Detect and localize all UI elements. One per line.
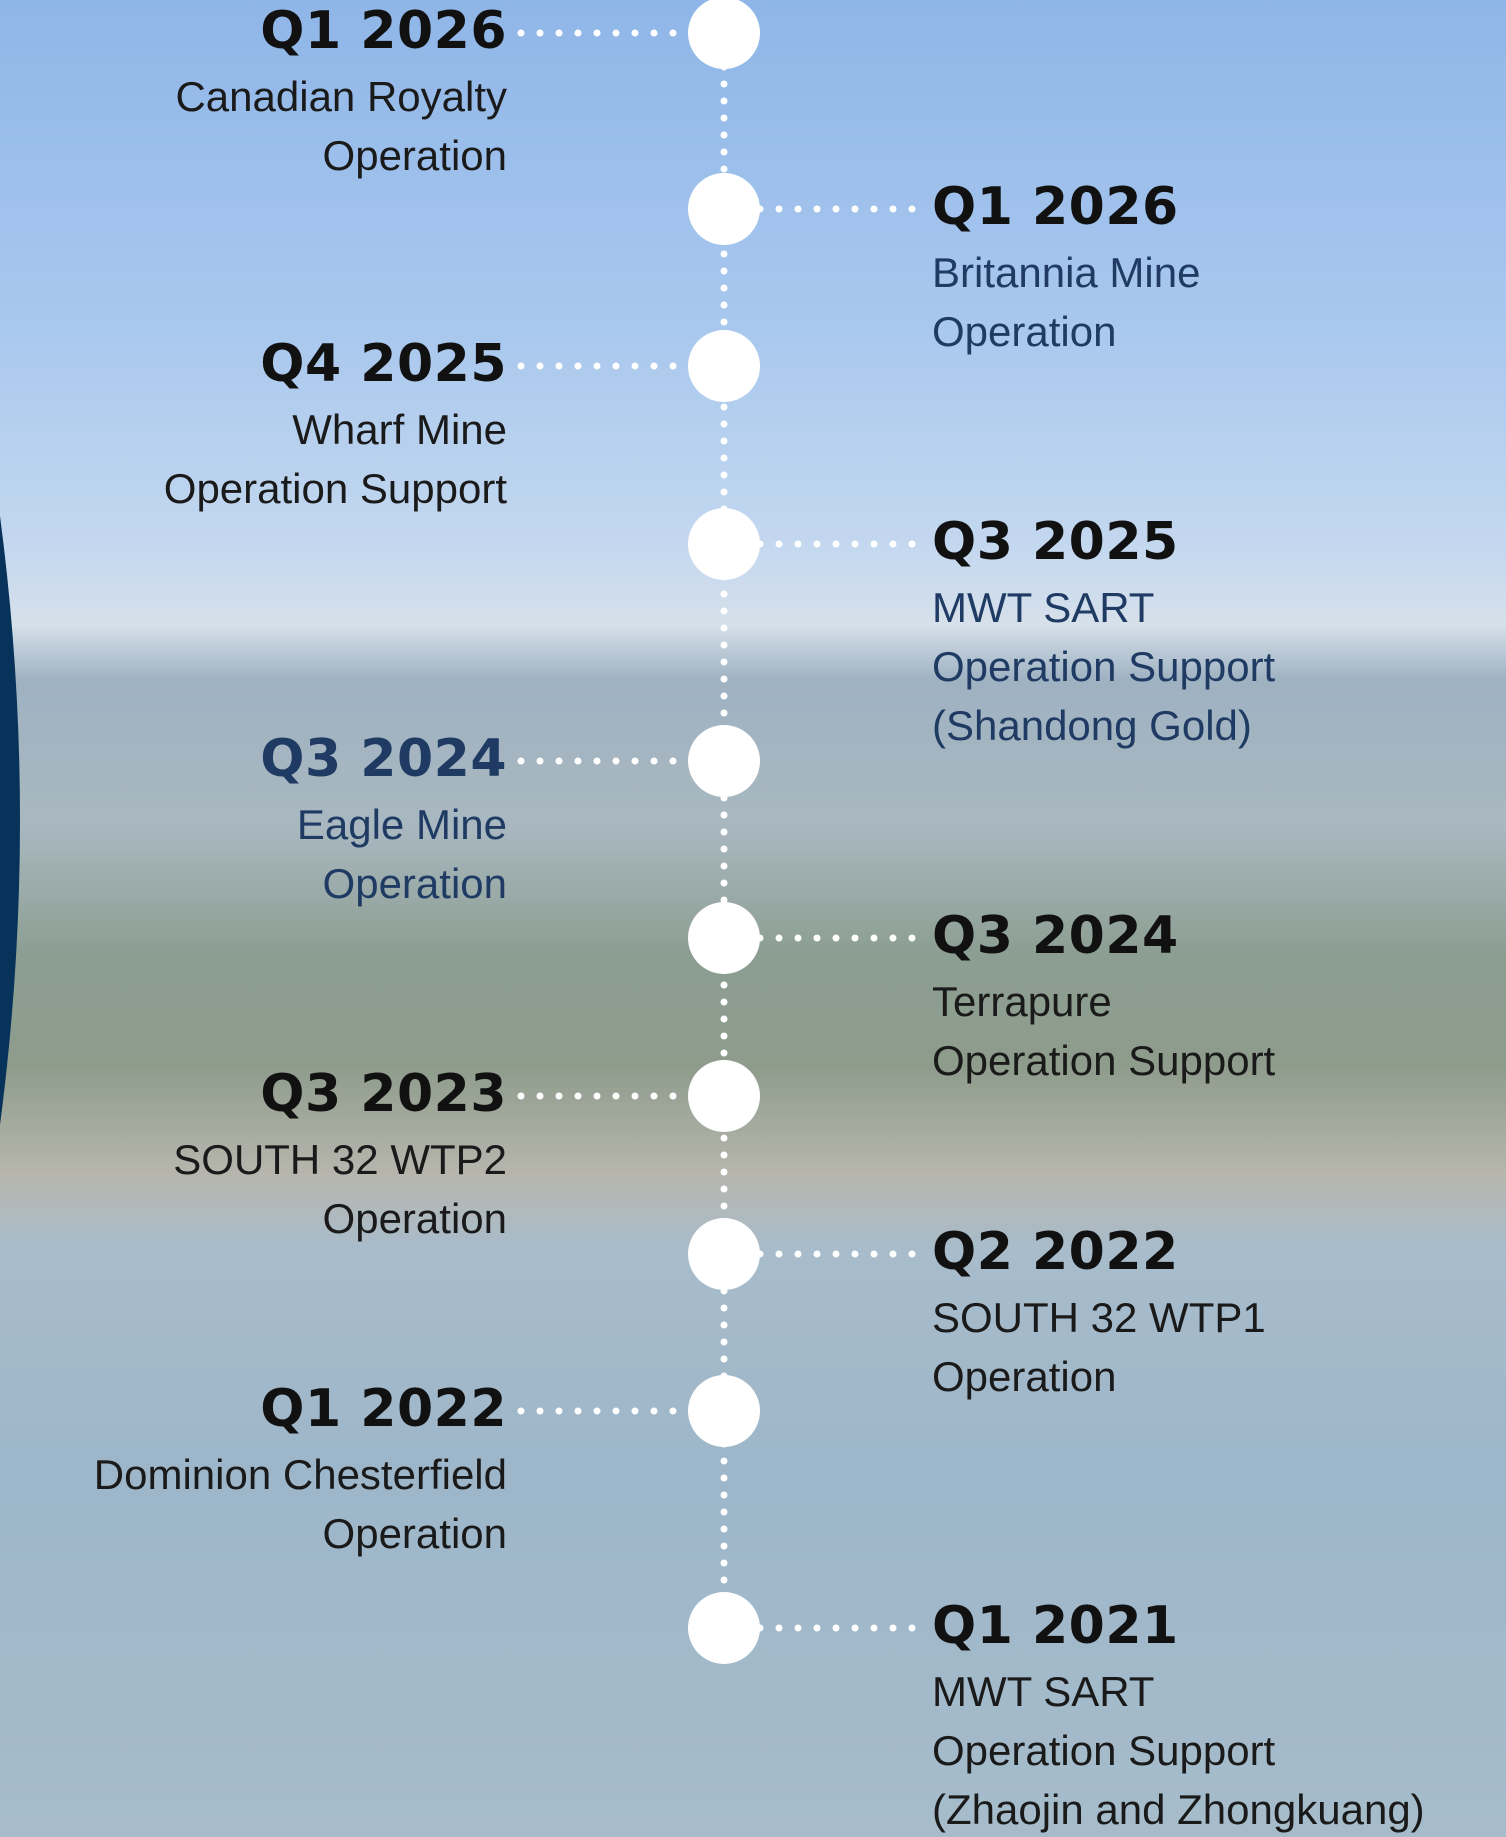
timeline-dot (688, 1060, 760, 1132)
milestone-text: Eagle Mine (296, 801, 507, 848)
milestone-text: Operation Support (163, 465, 507, 512)
milestone-text: Wharf Mine (292, 406, 507, 453)
milestone-date: Q4 2025 (260, 334, 507, 394)
timeline-item: Q1 2026 Canadian Royalty Operation (0, 0, 507, 185)
timeline-dot (688, 0, 760, 69)
timeline-dot (688, 1592, 760, 1664)
timeline-item: Q1 2021 MWT SART Operation Support (Zhaojin… (932, 1590, 1506, 1837)
milestone-date: Q3 2024 (932, 906, 1179, 966)
timeline-dot (688, 508, 760, 580)
timeline-item: Q3 2025 MWT SART Operation Support (Shandon… (932, 506, 1506, 755)
milestone-text: Operation (322, 1195, 507, 1242)
timeline-dot (688, 902, 760, 974)
milestone-text: SOUTH 32 WTP2 (173, 1136, 507, 1183)
milestone-date: Q1 2021 (932, 1596, 1179, 1656)
milestone-text: Operation (322, 132, 507, 179)
milestone-text: MWT SART (932, 1668, 1155, 1715)
milestone-text: Operation (932, 308, 1117, 355)
milestone-text: Operation (932, 1353, 1117, 1400)
milestone-date: Q3 2025 (932, 512, 1179, 572)
timeline-dot (688, 1218, 760, 1290)
milestone-text: Operation Support (932, 1037, 1276, 1084)
milestone-date: Q1 2026 (260, 1, 507, 61)
timeline-item: Q1 2026 Britannia Mine Operation (932, 171, 1506, 361)
milestone-text: MWT SART (932, 584, 1155, 631)
timeline-dot (688, 1375, 760, 1447)
timeline-item: Q3 2023 SOUTH 32 WTP2 Operation (0, 1058, 507, 1248)
milestone-text: Dominion Chesterfield (93, 1451, 507, 1498)
milestone-date: Q3 2023 (260, 1064, 507, 1124)
timeline-dot (688, 725, 760, 797)
milestone-text: (Shandong Gold) (932, 702, 1252, 749)
milestone-date: Q1 2022 (260, 1379, 507, 1439)
timeline-item: Q3 2024 Terrapure Operation Support (932, 900, 1506, 1090)
timeline-dot (688, 173, 760, 245)
milestone-text: Canadian Royalty (175, 73, 507, 120)
milestone-text: Operation Support (932, 643, 1276, 690)
milestone-text: Operation (322, 1510, 507, 1557)
timeline-dot (688, 330, 760, 402)
milestone-text: Operation Support (932, 1727, 1276, 1774)
milestone-text: Terrapure (932, 978, 1112, 1025)
milestone-date: Q3 2024 (260, 729, 507, 789)
timeline-item: Q3 2024 Eagle Mine Operation (0, 723, 507, 913)
timeline-item: Q1 2022 Dominion Chesterfield Operation (0, 1373, 507, 1563)
timeline-item: Q2 2022 SOUTH 32 WTP1 Operation (932, 1216, 1506, 1406)
milestone-date: Q2 2022 (932, 1222, 1179, 1282)
milestone-text: Britannia Mine (932, 249, 1201, 296)
milestone-text: (Zhaojin and Zhongkuang) (932, 1786, 1425, 1833)
navy-arc (0, 516, 20, 1125)
timeline-item: Q4 2025 Wharf Mine Operation Support (0, 328, 507, 518)
milestone-date: Q1 2026 (932, 177, 1179, 237)
milestone-text: Operation (322, 860, 507, 907)
milestone-text: SOUTH 32 WTP1 (932, 1294, 1266, 1341)
